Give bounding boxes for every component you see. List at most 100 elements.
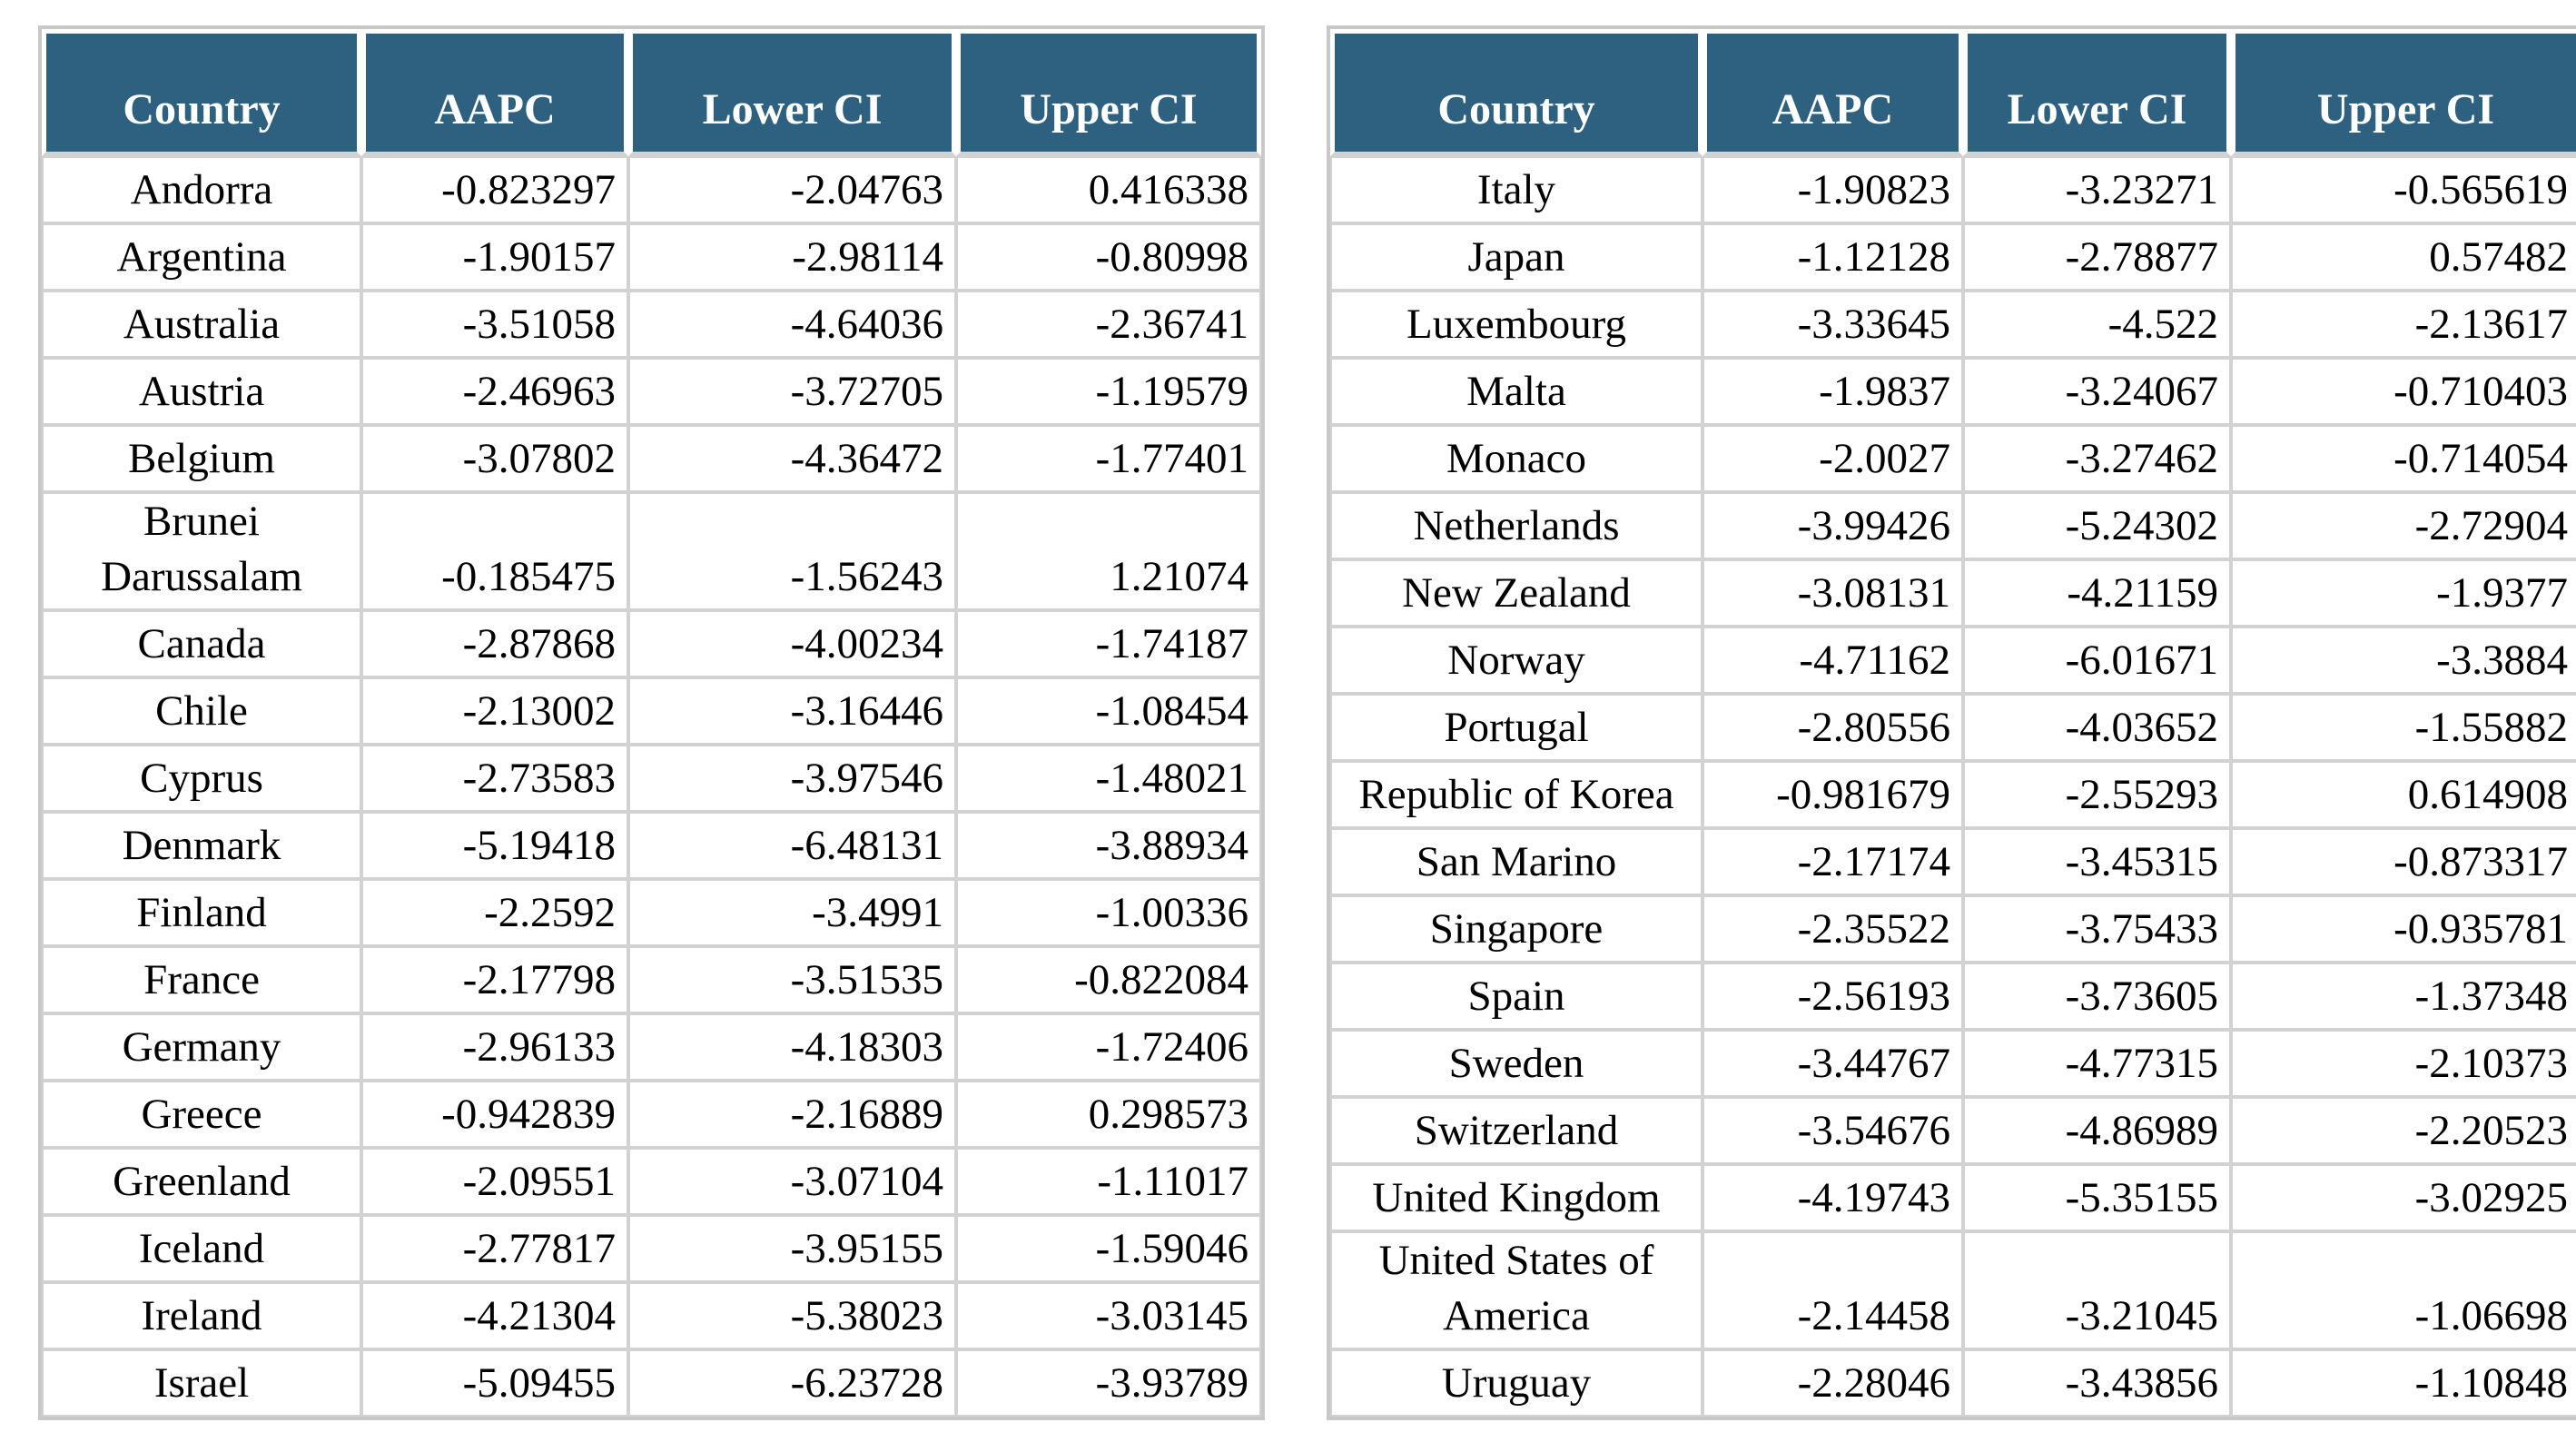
aapc-cell: -2.28046	[1703, 1349, 1963, 1417]
country-cell: San Marino	[1330, 828, 1703, 895]
lower-ci-cell: -6.48131	[628, 812, 956, 880]
aapc-ci-table-left: Country AAPC Lower CI Upper CI Andorra -0…	[38, 25, 1265, 1421]
lower-ci-cell: -3.07104	[628, 1148, 956, 1216]
lower-ci-cell: -4.86989	[1963, 1097, 2231, 1164]
table-row: Argentina -1.90157 -2.98114 -0.80998	[42, 223, 1261, 291]
upper-ci-cell: -2.13617	[2231, 291, 2576, 358]
lower-ci-cell: -2.98114	[628, 223, 956, 291]
table-row: Brunei Darussalam -0.185475 -1.56243 1.2107…	[42, 492, 1261, 611]
lower-ci-cell: -3.95155	[628, 1215, 956, 1283]
country-cell: Sweden	[1330, 1030, 1703, 1097]
country-cell: Canada	[42, 610, 361, 678]
col-header-lower-ci: Lower CI	[628, 29, 956, 156]
country-cell: Italy	[1330, 156, 1703, 223]
country-cell: Switzerland	[1330, 1097, 1703, 1164]
lower-ci-cell: -4.03652	[1963, 694, 2231, 761]
aapc-cell: -3.44767	[1703, 1030, 1963, 1097]
aapc-cell: -4.21304	[361, 1282, 628, 1350]
upper-ci-cell: -2.36741	[956, 291, 1261, 358]
aapc-cell: -2.13002	[361, 677, 628, 746]
aapc-cell: -2.2592	[361, 879, 628, 947]
upper-ci-cell: -2.72904	[2231, 492, 2576, 559]
country-cell: Cyprus	[42, 745, 361, 813]
lower-ci-cell: -3.45315	[1963, 828, 2231, 895]
table-header: Country AAPC Lower CI Upper CI	[42, 29, 1261, 156]
aapc-cell: -0.185475	[361, 492, 628, 611]
table-header: Country AAPC Lower CI Upper CI	[1330, 29, 2576, 156]
table-row: Chile -2.13002 -3.16446 -1.08454	[42, 677, 1261, 746]
upper-ci-cell: -3.03145	[956, 1282, 1261, 1350]
country-cell: United Kingdom	[1330, 1164, 1703, 1231]
table-row: Belgium -3.07802 -4.36472 -1.77401	[42, 425, 1261, 492]
aapc-ci-table-right: Country AAPC Lower CI Upper CI Italy -1.9…	[1327, 25, 2576, 1421]
lower-ci-cell: -1.56243	[628, 492, 956, 611]
upper-ci-cell: -0.714054	[2231, 425, 2576, 492]
table-row: Malta -1.9837 -3.24067 -0.710403	[1330, 358, 2576, 425]
upper-ci-cell: -2.10373	[2231, 1030, 2576, 1097]
table-row: San Marino -2.17174 -3.45315 -0.873317	[1330, 828, 2576, 895]
aapc-cell: -2.35522	[1703, 895, 1963, 963]
country-cell: Portugal	[1330, 694, 1703, 761]
table-row: Sweden -3.44767 -4.77315 -2.10373	[1330, 1030, 2576, 1097]
table-row: Spain -2.56193 -3.73605 -1.37348	[1330, 963, 2576, 1030]
upper-ci-cell: -1.11017	[956, 1148, 1261, 1216]
country-cell: Norway	[1330, 627, 1703, 694]
upper-ci-cell: -1.77401	[956, 425, 1261, 492]
upper-ci-cell: -1.19579	[956, 358, 1261, 425]
table-row: Norway -4.71162 -6.01671 -3.3884	[1330, 627, 2576, 694]
country-cell: Chile	[42, 677, 361, 746]
aapc-cell: -2.17798	[361, 946, 628, 1014]
aapc-cell: -3.51058	[361, 291, 628, 358]
country-cell: Malta	[1330, 358, 1703, 425]
country-cell: France	[42, 946, 361, 1014]
aapc-cell: -0.823297	[361, 156, 628, 223]
upper-ci-cell: -1.72406	[956, 1013, 1261, 1082]
table-row: Iceland -2.77817 -3.95155 -1.59046	[42, 1215, 1261, 1283]
lower-ci-cell: -4.64036	[628, 291, 956, 358]
lower-ci-cell: -3.97546	[628, 745, 956, 813]
table-row: Canada -2.87868 -4.00234 -1.74187	[42, 610, 1261, 678]
col-header-upper-ci: Upper CI	[956, 29, 1261, 156]
upper-ci-cell: -3.02925	[2231, 1164, 2576, 1231]
aapc-cell: -2.14458	[1703, 1231, 1963, 1350]
aapc-cell: -5.19418	[361, 812, 628, 880]
lower-ci-cell: -4.18303	[628, 1013, 956, 1082]
lower-ci-cell: -3.72705	[628, 358, 956, 425]
col-header-upper-ci: Upper CI	[2231, 29, 2576, 156]
aapc-cell: -2.09551	[361, 1148, 628, 1216]
upper-ci-cell: -3.93789	[956, 1349, 1261, 1417]
upper-ci-cell: -0.710403	[2231, 358, 2576, 425]
upper-ci-cell: -0.873317	[2231, 828, 2576, 895]
lower-ci-cell: -3.24067	[1963, 358, 2231, 425]
table-row: United Kingdom -4.19743 -5.35155 -3.02925	[1330, 1164, 2576, 1231]
lower-ci-cell: -3.75433	[1963, 895, 2231, 963]
country-cell: Republic of Korea	[1330, 761, 1703, 828]
table-row: Denmark -5.19418 -6.48131 -3.88934	[42, 812, 1261, 880]
country-cell: Monaco	[1330, 425, 1703, 492]
table-row: Singapore -2.35522 -3.75433 -0.935781	[1330, 895, 2576, 963]
country-cell: Luxembourg	[1330, 291, 1703, 358]
header-row: Country AAPC Lower CI Upper CI	[1330, 29, 2576, 156]
table-row: New Zealand -3.08131 -4.21159 -1.9377	[1330, 559, 2576, 627]
aapc-cell: -0.942839	[361, 1081, 628, 1149]
aapc-cell: -3.54676	[1703, 1097, 1963, 1164]
aapc-cell: -2.80556	[1703, 694, 1963, 761]
upper-ci-cell: -1.06698	[2231, 1231, 2576, 1350]
country-cell: New Zealand	[1330, 559, 1703, 627]
lower-ci-cell: -6.01671	[1963, 627, 2231, 694]
lower-ci-cell: -4.77315	[1963, 1030, 2231, 1097]
table-row: Germany -2.96133 -4.18303 -1.72406	[42, 1013, 1261, 1082]
lower-ci-cell: -5.35155	[1963, 1164, 2231, 1231]
table-row: Cyprus -2.73583 -3.97546 -1.48021	[42, 745, 1261, 813]
col-header-lower-ci: Lower CI	[1963, 29, 2231, 156]
upper-ci-cell: 0.298573	[956, 1081, 1261, 1149]
country-cell: Argentina	[42, 223, 361, 291]
lower-ci-cell: -3.27462	[1963, 425, 2231, 492]
lower-ci-cell: -3.73605	[1963, 963, 2231, 1030]
aapc-cell: -1.90823	[1703, 156, 1963, 223]
lower-ci-cell: -3.16446	[628, 677, 956, 746]
aapc-cell: -1.90157	[361, 223, 628, 291]
table-body: Andorra -0.823297 -2.04763 0.416338 Argentin…	[42, 156, 1261, 1417]
country-cell: Iceland	[42, 1215, 361, 1283]
aapc-cell: -3.08131	[1703, 559, 1963, 627]
